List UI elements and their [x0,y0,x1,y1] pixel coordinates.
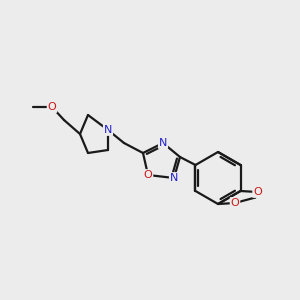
Text: N: N [159,138,167,148]
Text: N: N [104,125,112,135]
Text: N: N [170,173,178,183]
Text: O: O [144,170,152,180]
Text: O: O [48,102,56,112]
Text: O: O [253,187,262,197]
Text: O: O [231,198,239,208]
